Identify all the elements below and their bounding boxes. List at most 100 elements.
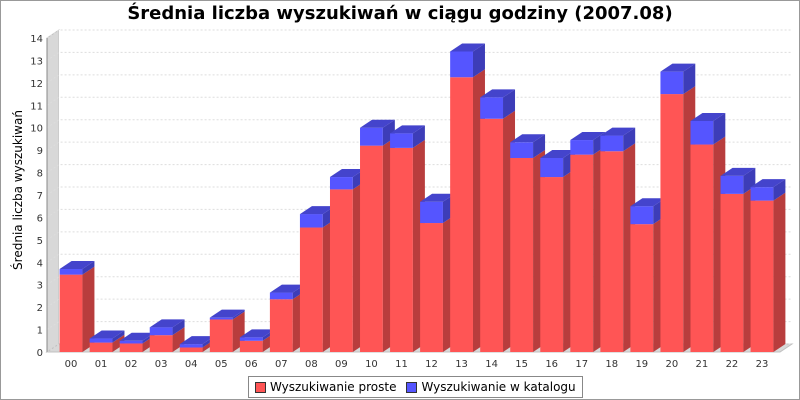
bar-front [299, 227, 323, 352]
y-tick-label: 3 [37, 281, 43, 292]
x-tick-label: 23 [756, 359, 769, 370]
bar-front [89, 342, 113, 352]
bar-front [329, 177, 353, 190]
x-tick-label: 06 [245, 359, 258, 370]
bar-front [209, 317, 233, 320]
bar-side [533, 134, 546, 158]
x-tick-label: 13 [455, 359, 468, 370]
bar-top [540, 149, 576, 158]
bar-segment [390, 139, 425, 352]
y-tick-label: 9 [37, 146, 43, 157]
bar-segment [480, 110, 516, 352]
bar-segment [329, 181, 365, 352]
bar-front [720, 175, 744, 194]
bar-front [269, 299, 293, 352]
bar-segment [390, 125, 425, 148]
bar-segment [89, 330, 125, 343]
x-tick-label: 22 [726, 359, 739, 370]
bar-front [450, 77, 473, 352]
bar-top [420, 193, 455, 202]
bar-side [112, 334, 125, 352]
bar-front [750, 187, 774, 201]
bar-segment [59, 266, 95, 352]
bar-front [570, 140, 594, 155]
bar-segment [89, 334, 125, 352]
bar-front [179, 344, 203, 348]
grid-line [46, 231, 792, 241]
bar-top [89, 330, 125, 339]
bar-side [773, 192, 786, 352]
bar-front [750, 200, 774, 352]
bar-front [149, 327, 173, 336]
grid-line [46, 141, 792, 151]
bar-segment [450, 43, 485, 78]
bar-front [630, 224, 654, 352]
bar-front [630, 206, 654, 225]
x-tick-label: 03 [155, 359, 168, 370]
legend-swatch-simple [255, 381, 266, 393]
bar-segment [510, 149, 546, 352]
legend-label-simple: Wyszukiwanie proste [270, 380, 397, 394]
bar-front [119, 343, 143, 352]
bar-segment [149, 319, 185, 336]
y-tick-label: 6 [37, 213, 43, 224]
bar-segment [269, 291, 305, 352]
legend: Wyszukiwanie proste Wyszukiwanie w katal… [248, 376, 583, 398]
grid-line [46, 96, 792, 106]
bar-top [390, 125, 425, 134]
bar-segment [209, 309, 245, 320]
bar-segment [660, 86, 696, 353]
bar-front [690, 120, 714, 145]
bar-side [232, 309, 245, 320]
bar-top [630, 198, 666, 207]
bar-front [510, 157, 534, 352]
x-tick-label: 18 [605, 359, 618, 370]
legend-label-catalog: Wyszukiwanie w katalogu [421, 380, 576, 394]
x-tick-label: 08 [305, 359, 318, 370]
grid-line [46, 343, 792, 353]
bar-segment [600, 143, 636, 352]
bar-side [683, 63, 696, 95]
grid-line [46, 119, 792, 129]
x-tick-label: 05 [215, 359, 228, 370]
bar-segment [690, 136, 726, 352]
y-tick-label: 10 [30, 124, 43, 135]
x-tick-label: 02 [125, 359, 138, 370]
y-tick-label: 0 [37, 348, 43, 359]
bar-segment [690, 112, 726, 145]
bar-front [89, 338, 113, 343]
y-tick-label: 2 [37, 303, 43, 314]
bar-front [540, 157, 564, 178]
bar-front [720, 193, 744, 352]
y-tick-label: 13 [30, 56, 43, 67]
bar-front [299, 214, 323, 228]
x-tick-label: 14 [485, 359, 498, 370]
bar-side [82, 266, 95, 352]
bar-side [472, 43, 485, 78]
grid-line [46, 51, 792, 61]
chart-title: Średnia liczba wyszukiwań w ciągu godzin… [127, 3, 673, 24]
grid-line [46, 164, 792, 173]
bar-segment [600, 127, 636, 152]
bar-front [360, 145, 383, 352]
bar-segment [750, 192, 786, 352]
x-tick-label: 09 [335, 359, 348, 370]
bar-top [750, 179, 786, 188]
bar-top [209, 309, 245, 318]
bar-front [420, 201, 443, 224]
x-tick-label: 07 [275, 359, 288, 370]
grid-line [46, 208, 792, 218]
legend-swatch-catalog [406, 381, 418, 393]
bar-front [360, 127, 383, 146]
bar-top [299, 206, 335, 215]
grid-line [46, 298, 792, 308]
bar-side [713, 112, 726, 145]
x-tick-label: 10 [365, 359, 378, 370]
y-tick-label: 5 [37, 236, 43, 247]
bar-segment [720, 167, 756, 194]
bar-front [239, 340, 263, 352]
bar-front [390, 133, 413, 148]
bar-front [690, 144, 714, 352]
bar-front [480, 118, 504, 352]
bar-top [360, 119, 395, 128]
